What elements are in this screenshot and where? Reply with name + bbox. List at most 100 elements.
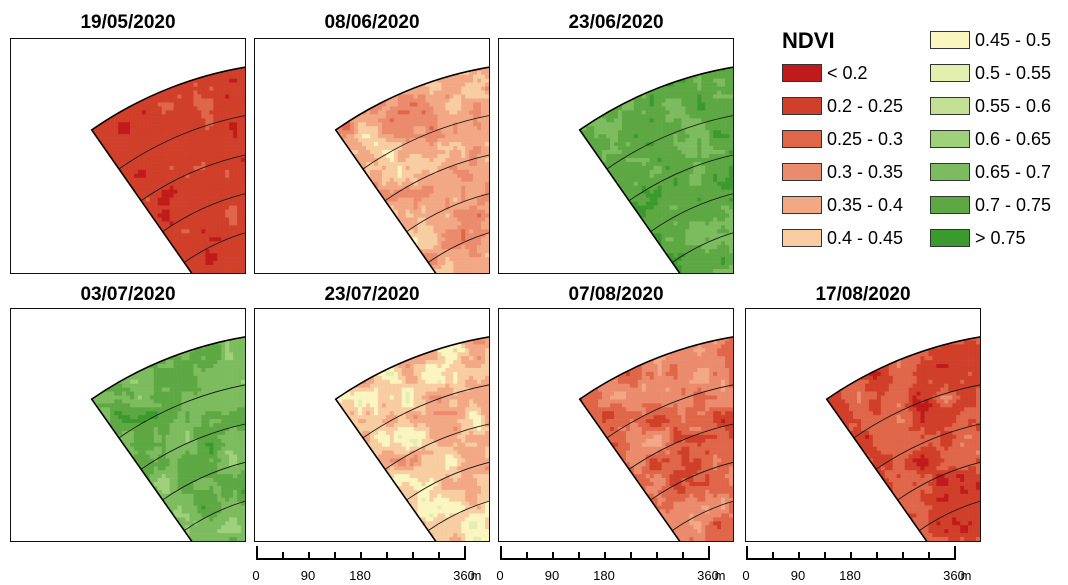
ndvi-cell: [338, 78, 343, 83]
ndvi-cell: [449, 98, 454, 103]
ndvi-cell: [469, 118, 474, 123]
ndvi-cell: [169, 114, 174, 119]
ndvi-cell: [118, 122, 123, 127]
ndvi-cell: [118, 82, 123, 87]
ndvi-cell: [129, 122, 135, 127]
ndvi-cell: [98, 241, 103, 246]
ndvi-cell: [193, 237, 198, 242]
ndvi-cell: [157, 62, 163, 68]
ndvi-cell: [43, 154, 47, 158]
ndvi-cell: [55, 87, 59, 91]
ndvi-cell: [217, 229, 222, 234]
ndvi-cell: [11, 221, 15, 225]
ndvi-cell: [221, 98, 226, 103]
ndvi-cell: [366, 70, 371, 75]
ndvi-cell: [389, 157, 395, 163]
ndvi-cell: [358, 102, 363, 107]
ndvi-cell: [221, 173, 226, 179]
ndvi-cell: [110, 74, 115, 79]
ndvi-cell: [106, 237, 111, 242]
ndvi-cell: [141, 142, 147, 147]
ndvi-cell: [114, 118, 119, 123]
ndvi-cell: [477, 122, 482, 127]
ndvi-cell: [47, 269, 51, 273]
ndvi-cell: [229, 185, 234, 191]
ndvi-cell: [91, 189, 95, 194]
ndvi-cell: [70, 178, 74, 182]
ndvi-cell: [225, 70, 230, 75]
ndvi-cell: [67, 87, 71, 91]
ndvi-cell: [350, 70, 355, 75]
ndvi-cell: [35, 194, 39, 198]
ndvi-cell: [133, 245, 139, 250]
ndvi-cell: [91, 249, 95, 254]
ndvi-cell: [137, 253, 143, 258]
ndvi-cell: [173, 94, 178, 99]
ndvi-cell: [433, 110, 438, 115]
ndvi-cell: [145, 118, 151, 123]
ndvi-cell: [102, 205, 107, 210]
ndvi-cell: [197, 86, 202, 91]
ndvi-cell: [189, 74, 194, 79]
ndvi-cell: [133, 225, 139, 230]
ndvi-cell: [177, 146, 182, 151]
ndvi-cell: [197, 177, 202, 183]
ndvi-cell: [126, 173, 131, 179]
ndvi-cell: [149, 265, 155, 270]
ndvi-cell: [405, 70, 410, 75]
ndvi-cell: [31, 182, 35, 186]
ndvi-cell: [405, 173, 410, 179]
ndvi-cell: [145, 62, 151, 68]
ndvi-cell: [201, 173, 206, 179]
ndvi-cell: [209, 90, 214, 95]
ndvi-cell: [23, 257, 27, 261]
ndvi-cell: [354, 86, 359, 91]
ndvi-cell: [193, 249, 198, 254]
ndvi-cell: [421, 169, 426, 175]
ndvi-cell: [457, 114, 462, 119]
ndvi-cell: [389, 173, 395, 179]
ndvi-cell: [461, 61, 466, 64]
ndvi-cell: [11, 202, 15, 206]
ndvi-cell: [473, 146, 478, 151]
ndvi-cell: [425, 70, 430, 75]
ndvi-cell: [169, 146, 174, 151]
ndvi-cell: [275, 138, 279, 142]
ndvi-cell: [15, 170, 19, 174]
ndvi-cell: [15, 67, 19, 71]
ndvi-cell: [15, 95, 19, 99]
ndvi-cell: [267, 87, 271, 91]
ndvi-cell: [106, 229, 111, 234]
ndvi-cell: [141, 197, 147, 202]
ndvi-cell: [23, 245, 27, 249]
ndvi-cell: [82, 170, 86, 174]
ndvi-cell: [453, 165, 458, 171]
ndvi-cell: [221, 74, 226, 79]
ndvi-cell: [39, 63, 43, 67]
ndvi-cell: [161, 157, 166, 163]
ndvi-cell: [381, 154, 387, 159]
ndvi-cell: [255, 130, 259, 134]
ndvi-cell: [55, 130, 59, 134]
ndvi-cell: [373, 66, 379, 72]
ndvi-cell: [39, 257, 43, 261]
ndvi-cell: [197, 241, 202, 246]
ndvi-cell: [145, 233, 151, 238]
ndvi-cell: [201, 126, 206, 131]
ndvi-cell: [373, 154, 379, 159]
ndvi-cell: [295, 150, 299, 154]
ndvi-cell: [91, 173, 95, 179]
ndvi-cell: [177, 217, 182, 222]
ndvi-cell: [15, 79, 19, 83]
ndvi-cell: [299, 87, 303, 91]
ndvi-cell: [437, 138, 442, 143]
ndvi-cell: [189, 201, 194, 206]
ndvi-cell: [177, 150, 182, 155]
ndvi-cell: [425, 61, 430, 64]
ndvi-cell: [59, 130, 63, 134]
ndvi-cell: [405, 154, 410, 159]
ndvi-cell: [217, 253, 222, 258]
ndvi-cell: [118, 66, 123, 72]
ndvi-cell: [275, 98, 279, 102]
ndvi-cell: [241, 78, 245, 83]
